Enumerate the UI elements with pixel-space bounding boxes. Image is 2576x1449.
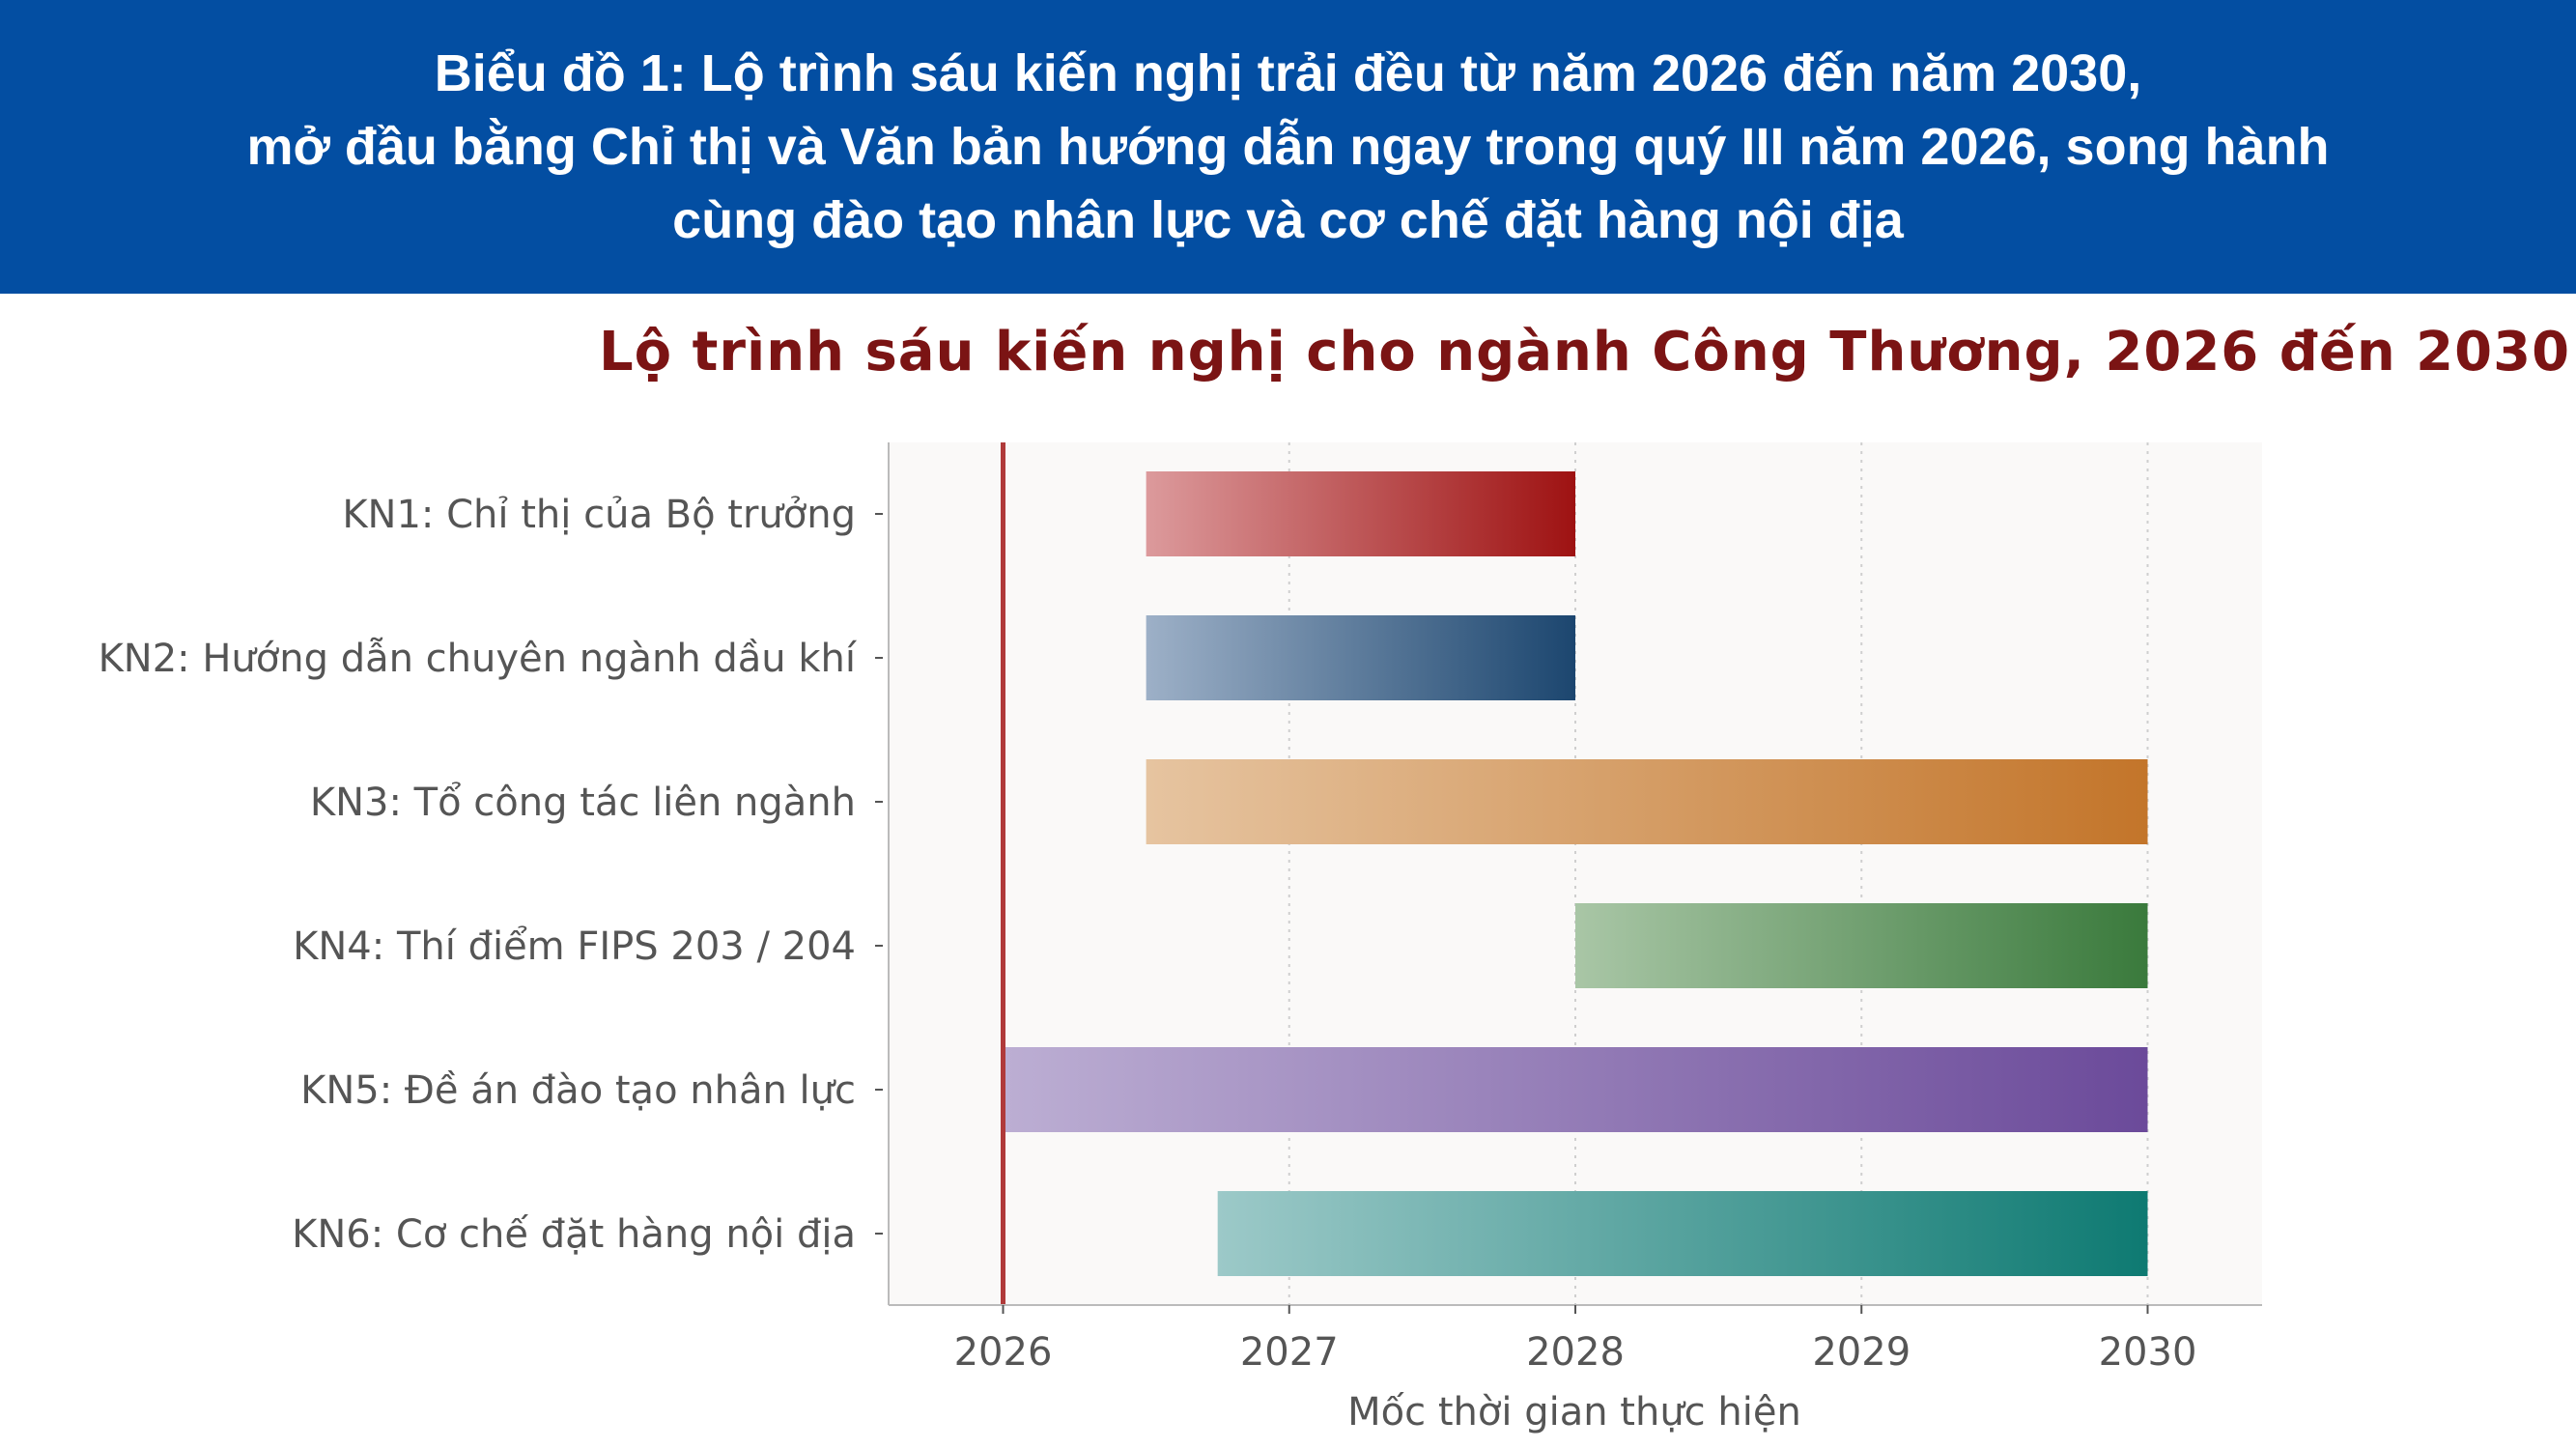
y-tick-label-kn6: KN6: Cơ chế đặt hàng nội địa	[292, 1212, 856, 1257]
x-tick-label-2030: 2030	[2099, 1330, 2197, 1375]
header-banner: Biểu đồ 1: Lộ trình sáu kiến nghị trải đ…	[0, 0, 2576, 294]
bar-kn6	[1217, 1191, 2148, 1276]
x-tick-label-2029: 2029	[1812, 1330, 1911, 1375]
y-tick-label-kn1: KN1: Chỉ thị của Bộ trưởng	[342, 493, 856, 537]
chart-title: Lộ trình sáu kiến nghị cho ngành Công Th…	[599, 321, 2571, 384]
x-axis-label: Mốc thời gian thực hiện	[1347, 1390, 1801, 1435]
bar-kn1	[1146, 471, 1575, 556]
banner-line-1: Biểu đồ 1: Lộ trình sáu kiến nghị trải đ…	[434, 44, 2142, 102]
axes	[875, 442, 2262, 1314]
banner-line-2: mở đầu bằng Chỉ thị và Văn bản hướng dẫn…	[246, 118, 2330, 176]
y-tick-label-kn5: KN5: Đề án đào tạo nhân lực	[300, 1068, 856, 1113]
banner-line-3: cùng đào tạo nhân lực và cơ chế đặt hàng…	[672, 191, 1904, 249]
bar-kn5	[1003, 1047, 2148, 1132]
x-tick-label-2027: 2027	[1240, 1330, 1339, 1375]
axis-labels: KN1: Chỉ thị của Bộ trưởng KN2: Hướng dẫn…	[99, 493, 2197, 1375]
bars	[1003, 471, 2148, 1276]
x-tick-label-2026: 2026	[954, 1330, 1053, 1375]
bar-kn2	[1146, 615, 1575, 700]
bar-kn4	[1575, 903, 2148, 988]
y-tick-label-kn4: KN4: Thí điểm FIPS 203 / 204	[293, 924, 856, 969]
plot-area	[889, 442, 2262, 1305]
y-tick-label-kn2: KN2: Hướng dẫn chuyên ngành dầu khí	[99, 637, 858, 681]
x-tick-label-2028: 2028	[1526, 1330, 1625, 1375]
bar-kn3	[1146, 759, 2148, 844]
y-tick-label-kn3: KN3: Tổ công tác liên ngành	[310, 781, 856, 825]
